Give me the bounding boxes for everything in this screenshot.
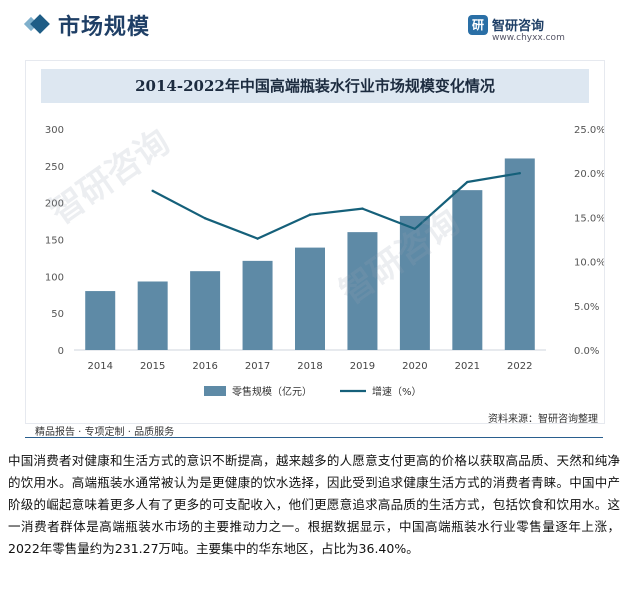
bar-2020 [399,215,430,350]
diamond-icon [30,14,50,34]
y-right-tick-label: 20.0% [574,169,604,180]
data-source: 资料来源：智研咨询整理 [488,414,598,425]
growth-point-2020 [413,227,417,231]
growth-point-2016 [203,217,207,220]
bar-2017 [242,260,273,350]
combo-chart: 0 50 100 150 200 250 300 0.0% 5.0% 10.0% 15.0% 20.0… [45,125,604,398]
bar-2019 [347,232,378,350]
bar-2022 [504,158,535,350]
brand-logo: 研 智研咨询 www.chyxx.com [468,13,588,49]
y-right-tick-label: 0.0% [574,346,599,357]
x-tick-label: 2017 [245,361,270,372]
section-header: 市场规模 研 智研咨询 www.chyxx.com [0,0,628,50]
footer-divider [25,437,603,438]
x-tick-label: 2020 [402,361,427,372]
growth-rate-line [152,172,520,240]
y-left-tick-label: 200 [45,199,64,210]
legend-label-bar: 零售规模（亿元） [232,385,312,398]
y-left-tick-label: 250 [45,162,64,173]
x-tick-label: 2019 [350,361,375,372]
y-left-tick-label: 150 [45,236,64,247]
y-left-tick-label: 50 [51,309,64,320]
y-left-tick-label: 300 [45,125,64,136]
logo-url: www.chyxx.com [492,33,565,43]
legend-swatch-bar [204,386,226,396]
legend-label-line: 增速（%） [372,385,422,398]
x-tick-label: 2018 [297,361,322,372]
y-right-tick-label: 10.0% [574,258,604,269]
bar-2021 [452,190,483,350]
chart-title-bar: 2014-2022年中国高端瓶装水行业市场规模变化情况 [41,69,589,103]
bar-2015 [137,281,168,350]
x-tick-label: 2015 [140,361,165,372]
y-right-tick-label: 15.0% [574,213,604,224]
x-tick-label: 2021 [455,361,480,372]
growth-point-2021 [466,180,469,184]
growth-point-2018 [308,213,312,216]
chart-container: 2014-2022年中国高端瓶装水行业市场规模变化情况 0 50 100 150 200… [25,60,605,424]
section-title: 市场规模 [58,15,151,40]
x-tick-label: 2016 [192,361,217,372]
x-tick-label: 2022 [507,361,532,372]
bar-2016 [190,271,221,350]
y-right-tick-label: 25.0% [574,125,604,136]
growth-point-2019 [361,207,364,210]
bar-2018 [295,247,325,350]
body-paragraph: 中国消费者对健康和生活方式的意识不断提高，越来越多的人愿意支付更高的价格以获取高… [8,453,620,556]
x-tick-label: 2014 [87,361,112,372]
y-left-tick-label: 100 [45,272,64,283]
growth-point-2017 [256,237,259,240]
bar-2014 [85,291,116,350]
growth-point-2015 [151,189,154,193]
y-right-tick-label: 5.0% [574,302,599,313]
growth-point-2022 [518,172,521,175]
y-left-tick-label: 0 [58,346,64,357]
logo-name: 智研咨询 [492,19,545,34]
chart-title: 2014-2022年中国高端瓶装水行业市场规模变化情况 [135,77,495,95]
footer-slogan: 精品报告 · 专项定制 · 品质服务 [35,427,175,438]
logo-icon: 研 [468,15,488,35]
